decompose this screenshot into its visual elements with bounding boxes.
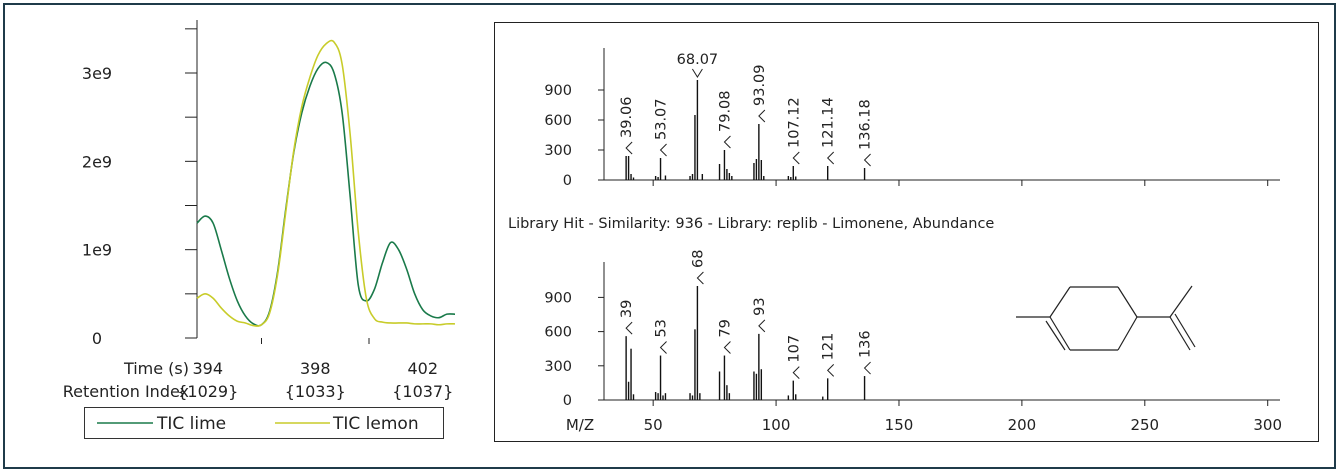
mz-tick-label: 50 [644,416,663,434]
tic-x-tick-label: 398 [300,359,331,378]
bot-peak-marker [625,321,633,335]
bot-y-tick-label: 300 [544,359,572,375]
top-peak-marker [625,141,633,155]
bot-y-tick-label: 600 [544,325,572,341]
top-y-tick-label: 300 [544,143,572,159]
tic-x-tick-label: 394 [192,359,223,378]
tic-chart: 0 1e9 2e9 3e9 394 {1029} 398 {1033} 402 {1037} T… [63,20,456,401]
mz-tick-label: 300 [1253,416,1282,434]
tic-y-tick-label: 1e9 [82,241,112,260]
tic-y-tick-label: 2e9 [82,152,112,171]
tic-secondary-x-label: Retention Index [63,382,189,401]
top-peak-marker [691,68,703,78]
top-peak-marker [659,143,667,157]
bot-peak-marker [696,271,704,285]
bot-peak-label: 121 [821,333,837,361]
legend-label-lime: TIC lime [156,414,226,434]
tic-y-tick-label: 0 [92,329,102,348]
mz-tick-label: 100 [762,416,791,434]
bot-peak-label: 79 [717,319,733,337]
top-y-tick-label: 900 [544,83,572,99]
bot-y-tick-label: 900 [544,290,572,306]
bot-peak-marker [792,366,800,379]
mz-tick-label: 250 [1130,416,1159,434]
bot-peak-label: 136 [858,330,874,358]
tic-ri-tick-label: {1029} [177,382,238,401]
top-peak-label: 136.18 [858,99,874,150]
top-peak-label: 93.09 [752,64,768,106]
bot-peak-label: 39 [619,300,635,318]
bot-peak-label: 68 [690,250,706,268]
bot-peak-marker [863,361,871,375]
top-peak-label: 121.14 [821,97,837,148]
tic-ri-tick-label: {1033} [285,382,346,401]
bot-peak-label: 107 [786,335,802,363]
bot-peak-marker [758,319,766,333]
tic-y-tick-label: 3e9 [82,64,112,83]
top-peak-label: 53.07 [654,98,670,140]
mz-tick-label: 200 [1008,416,1037,434]
legend-label-lemon: TIC lemon [332,414,419,434]
tic-legend: TIC lime TIC lemon [84,407,444,439]
top-y-tick-label: 0 [563,173,572,189]
bot-peak-label: 53 [654,319,670,337]
bot-peak-marker [659,341,667,354]
top-peak-marker [826,151,835,165]
tic-x-tick-label: 402 [407,359,438,378]
bot-peak-label: 93 [752,297,768,315]
limonene-structure-image [1016,285,1196,351]
tic-ri-tick-label: {1037} [392,382,453,401]
top-peak-marker [758,109,766,123]
mz-axis-label: M/Z [566,416,594,434]
top-y-tick-label: 600 [544,113,572,129]
top-peak-label: 107.12 [786,97,802,148]
top-peak-label: 68.07 [677,52,719,68]
tic-lime-line [196,61,456,327]
bot-peak-marker [723,341,731,354]
bot-y-tick-label: 0 [563,393,572,409]
top-peak-marker [863,153,871,167]
tic-x-label: Time (s) [123,359,189,378]
top-peak-label: 79.08 [717,90,733,132]
bot-peak-marker [826,363,835,377]
tic-lemon-line [196,39,456,327]
top-peak-label: 39.06 [619,96,635,138]
mz-tick-label: 150 [885,416,914,434]
library-hit-title: Library Hit - Similarity: 936 - Library:… [508,216,994,232]
top-peak-marker [723,135,731,149]
top-peak-marker [792,151,800,165]
